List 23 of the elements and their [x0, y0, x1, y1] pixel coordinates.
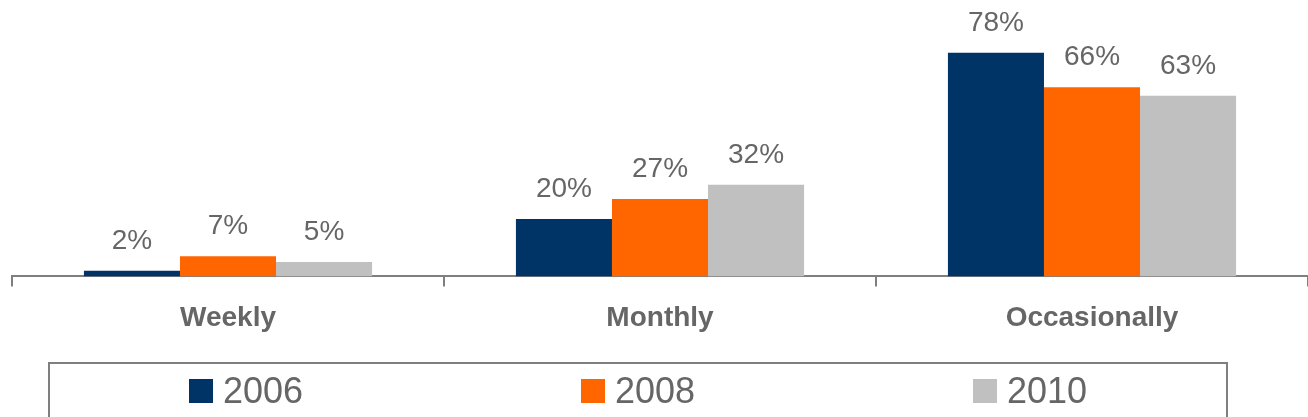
- data-label: 63%: [1160, 48, 1217, 80]
- bar: [515, 219, 612, 277]
- data-label: 2%: [111, 223, 153, 255]
- bar: [947, 52, 1044, 277]
- x-tick-label: Monthly: [606, 300, 715, 332]
- bar: [276, 262, 373, 277]
- x-tick-label: Weekly: [180, 300, 277, 332]
- bar: [1140, 95, 1237, 277]
- x-tick-label: Occasionally: [1005, 300, 1179, 332]
- data-label: 78%: [967, 5, 1024, 37]
- data-label: 66%: [1063, 40, 1121, 72]
- legend-label: 2006: [222, 369, 304, 412]
- data-label: 20%: [535, 172, 592, 204]
- bar: [611, 198, 709, 277]
- bar: [708, 184, 805, 277]
- legend-label: 2008: [614, 369, 696, 412]
- data-label: 5%: [303, 215, 345, 247]
- bar: [1043, 87, 1141, 277]
- data-label: 7%: [207, 209, 249, 241]
- data-label: 27%: [631, 151, 689, 183]
- bar: [179, 256, 277, 277]
- data-label: 32%: [728, 137, 785, 169]
- legend-label: 2010: [1006, 369, 1088, 412]
